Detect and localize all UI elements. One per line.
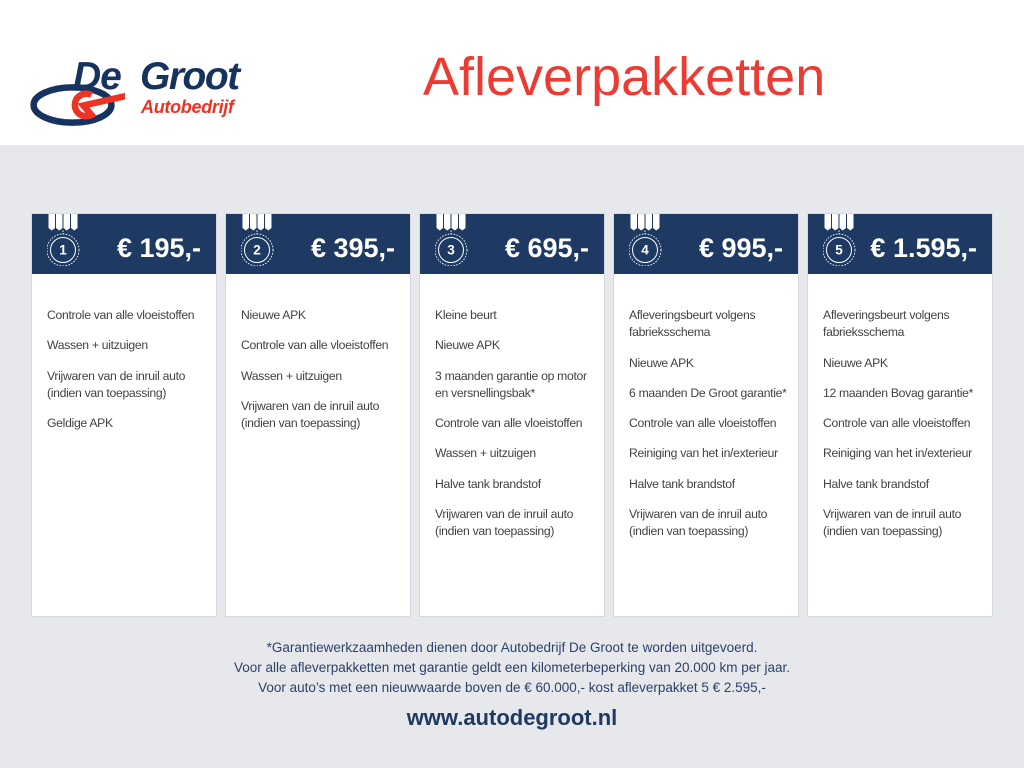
svg-text:2: 2 — [253, 243, 261, 258]
svg-text:1: 1 — [59, 243, 67, 258]
svg-text:5: 5 — [835, 243, 843, 258]
svg-text:3: 3 — [447, 243, 455, 258]
svg-text:4: 4 — [641, 243, 649, 258]
